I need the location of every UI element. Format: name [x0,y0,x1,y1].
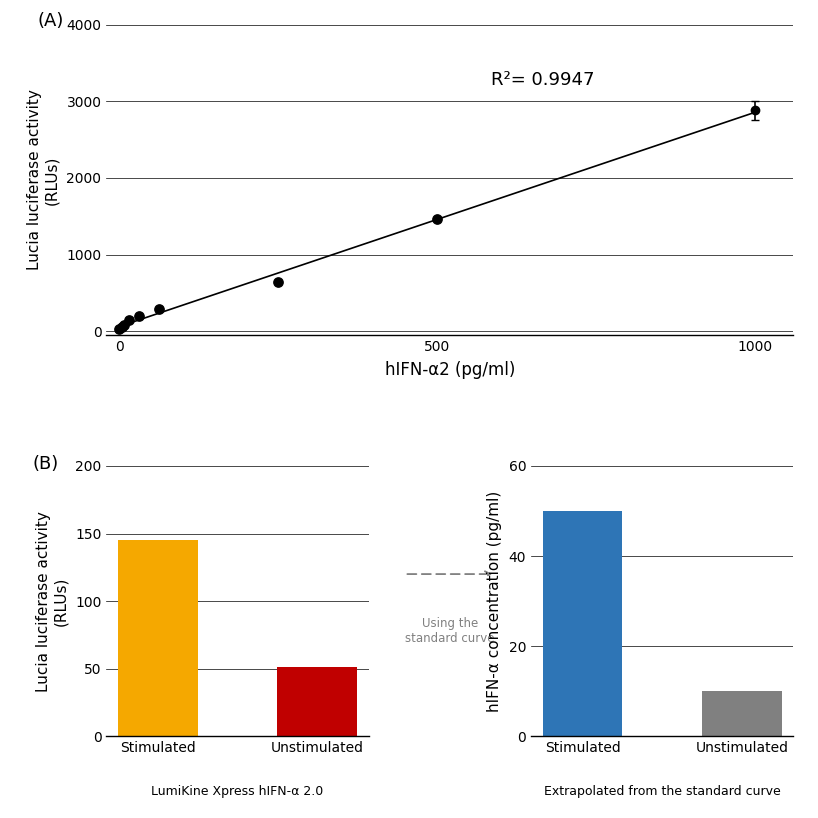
Text: (B): (B) [33,455,59,473]
Y-axis label: Lucia luciferase activity
(RLUs): Lucia luciferase activity (RLUs) [36,510,68,691]
Text: Extrapolated from the standard curve: Extrapolated from the standard curve [544,784,780,798]
Text: LumiKine Xpress hIFN-α 2.0: LumiKine Xpress hIFN-α 2.0 [151,784,324,798]
Point [113,322,126,335]
Point [152,303,165,316]
Y-axis label: Lucia luciferase activity
(RLUs): Lucia luciferase activity (RLUs) [27,89,60,270]
Point [115,321,128,334]
Point [430,213,443,226]
Text: (A): (A) [38,12,64,30]
Bar [277,667,357,736]
Text: R²= 0.9947: R²= 0.9947 [491,71,595,89]
Y-axis label: hIFN-α concentration (pg/ml): hIFN-α concentration (pg/ml) [487,491,501,712]
Bar [119,541,198,736]
Point [272,275,285,288]
X-axis label: hIFN-α2 (pg/ml): hIFN-α2 (pg/ml) [384,361,515,379]
Bar [702,691,781,736]
Bar [543,511,622,736]
Point [133,309,146,322]
Text: Using the
standard curve: Using the standard curve [405,618,495,645]
Point [123,313,136,326]
Point [118,319,131,332]
